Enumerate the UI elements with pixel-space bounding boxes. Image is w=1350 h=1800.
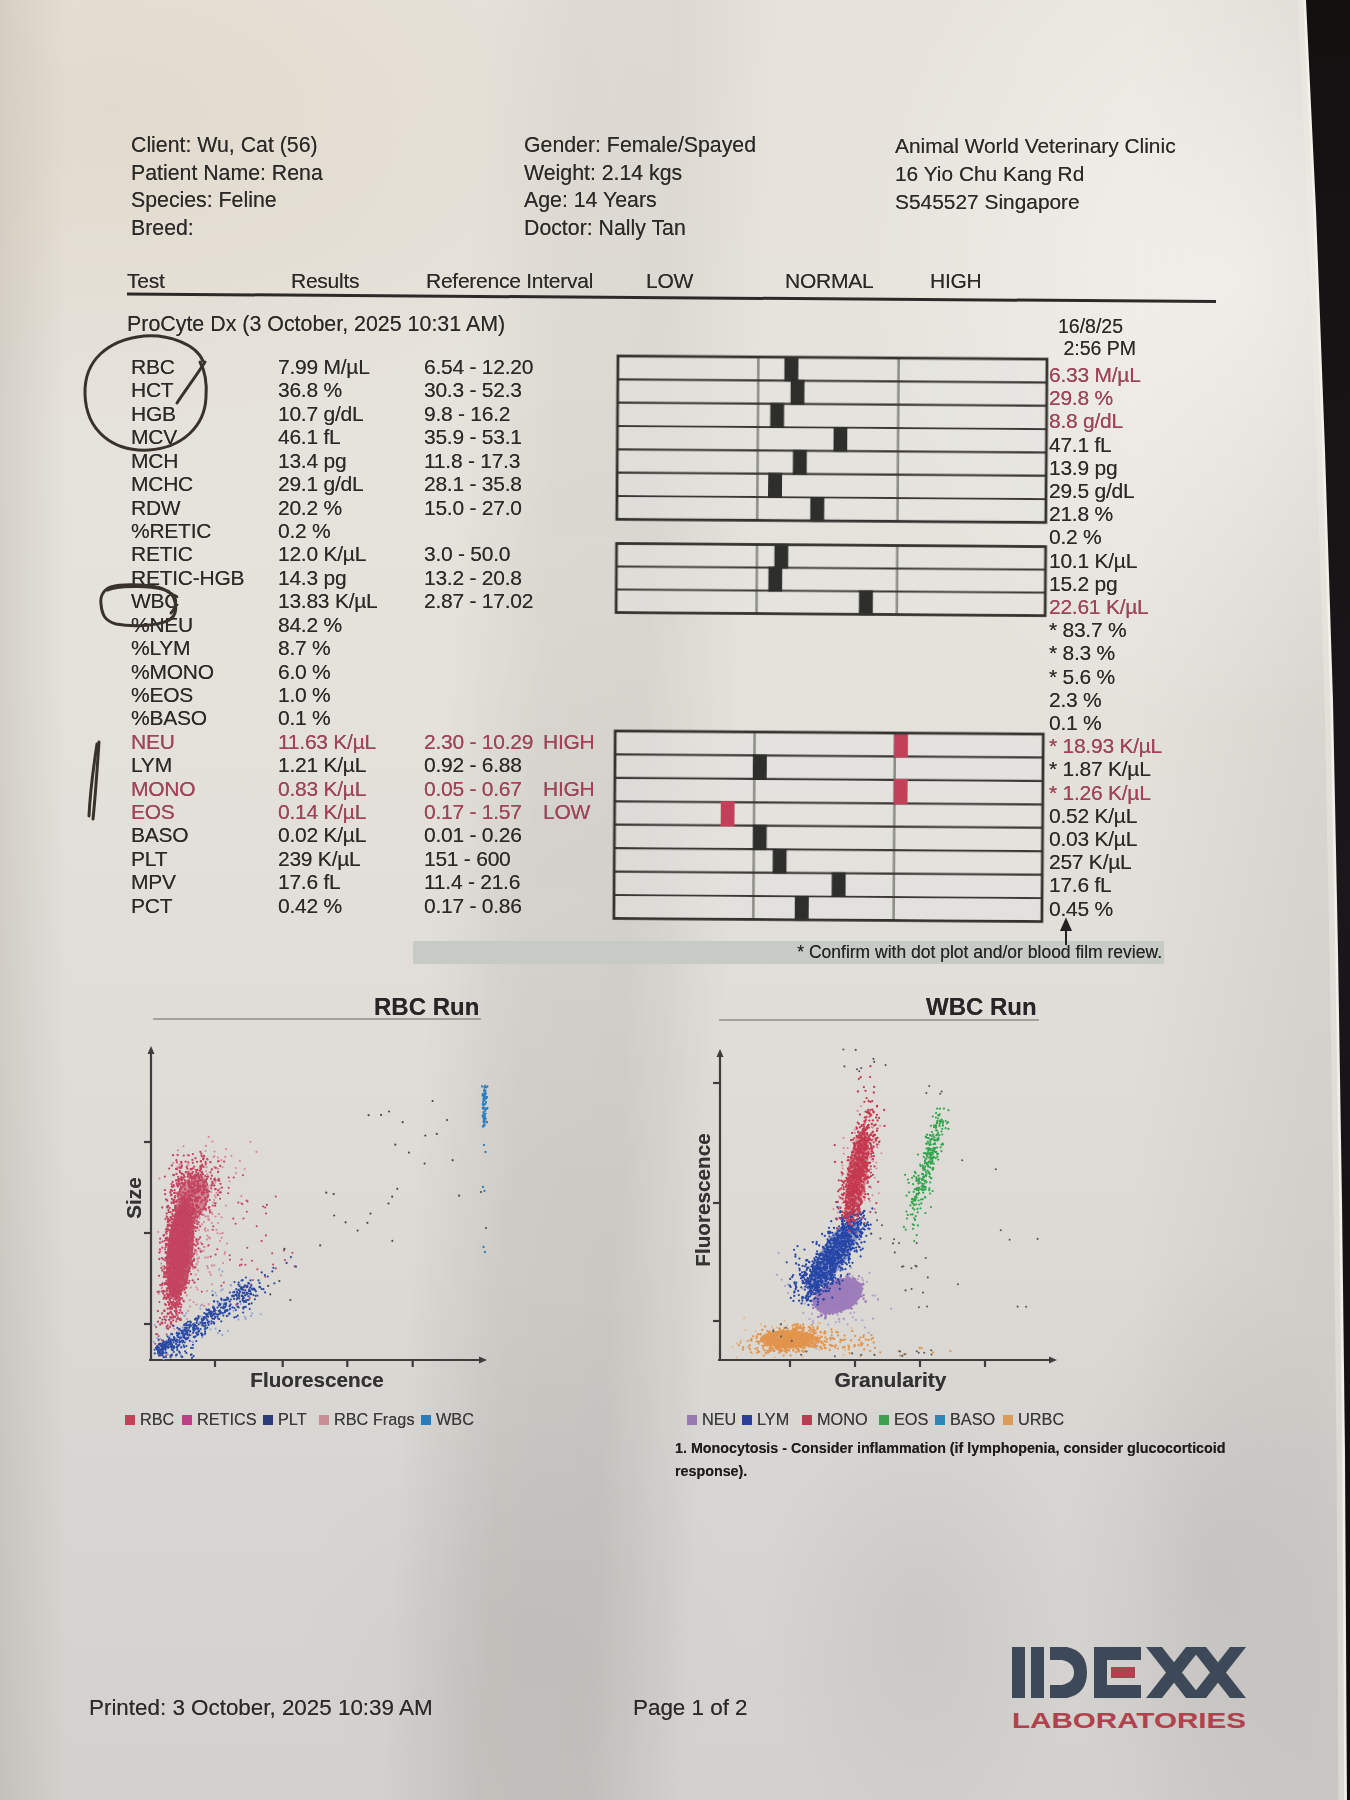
svg-text:LABORATORIES: LABORATORIES (1012, 1708, 1246, 1733)
